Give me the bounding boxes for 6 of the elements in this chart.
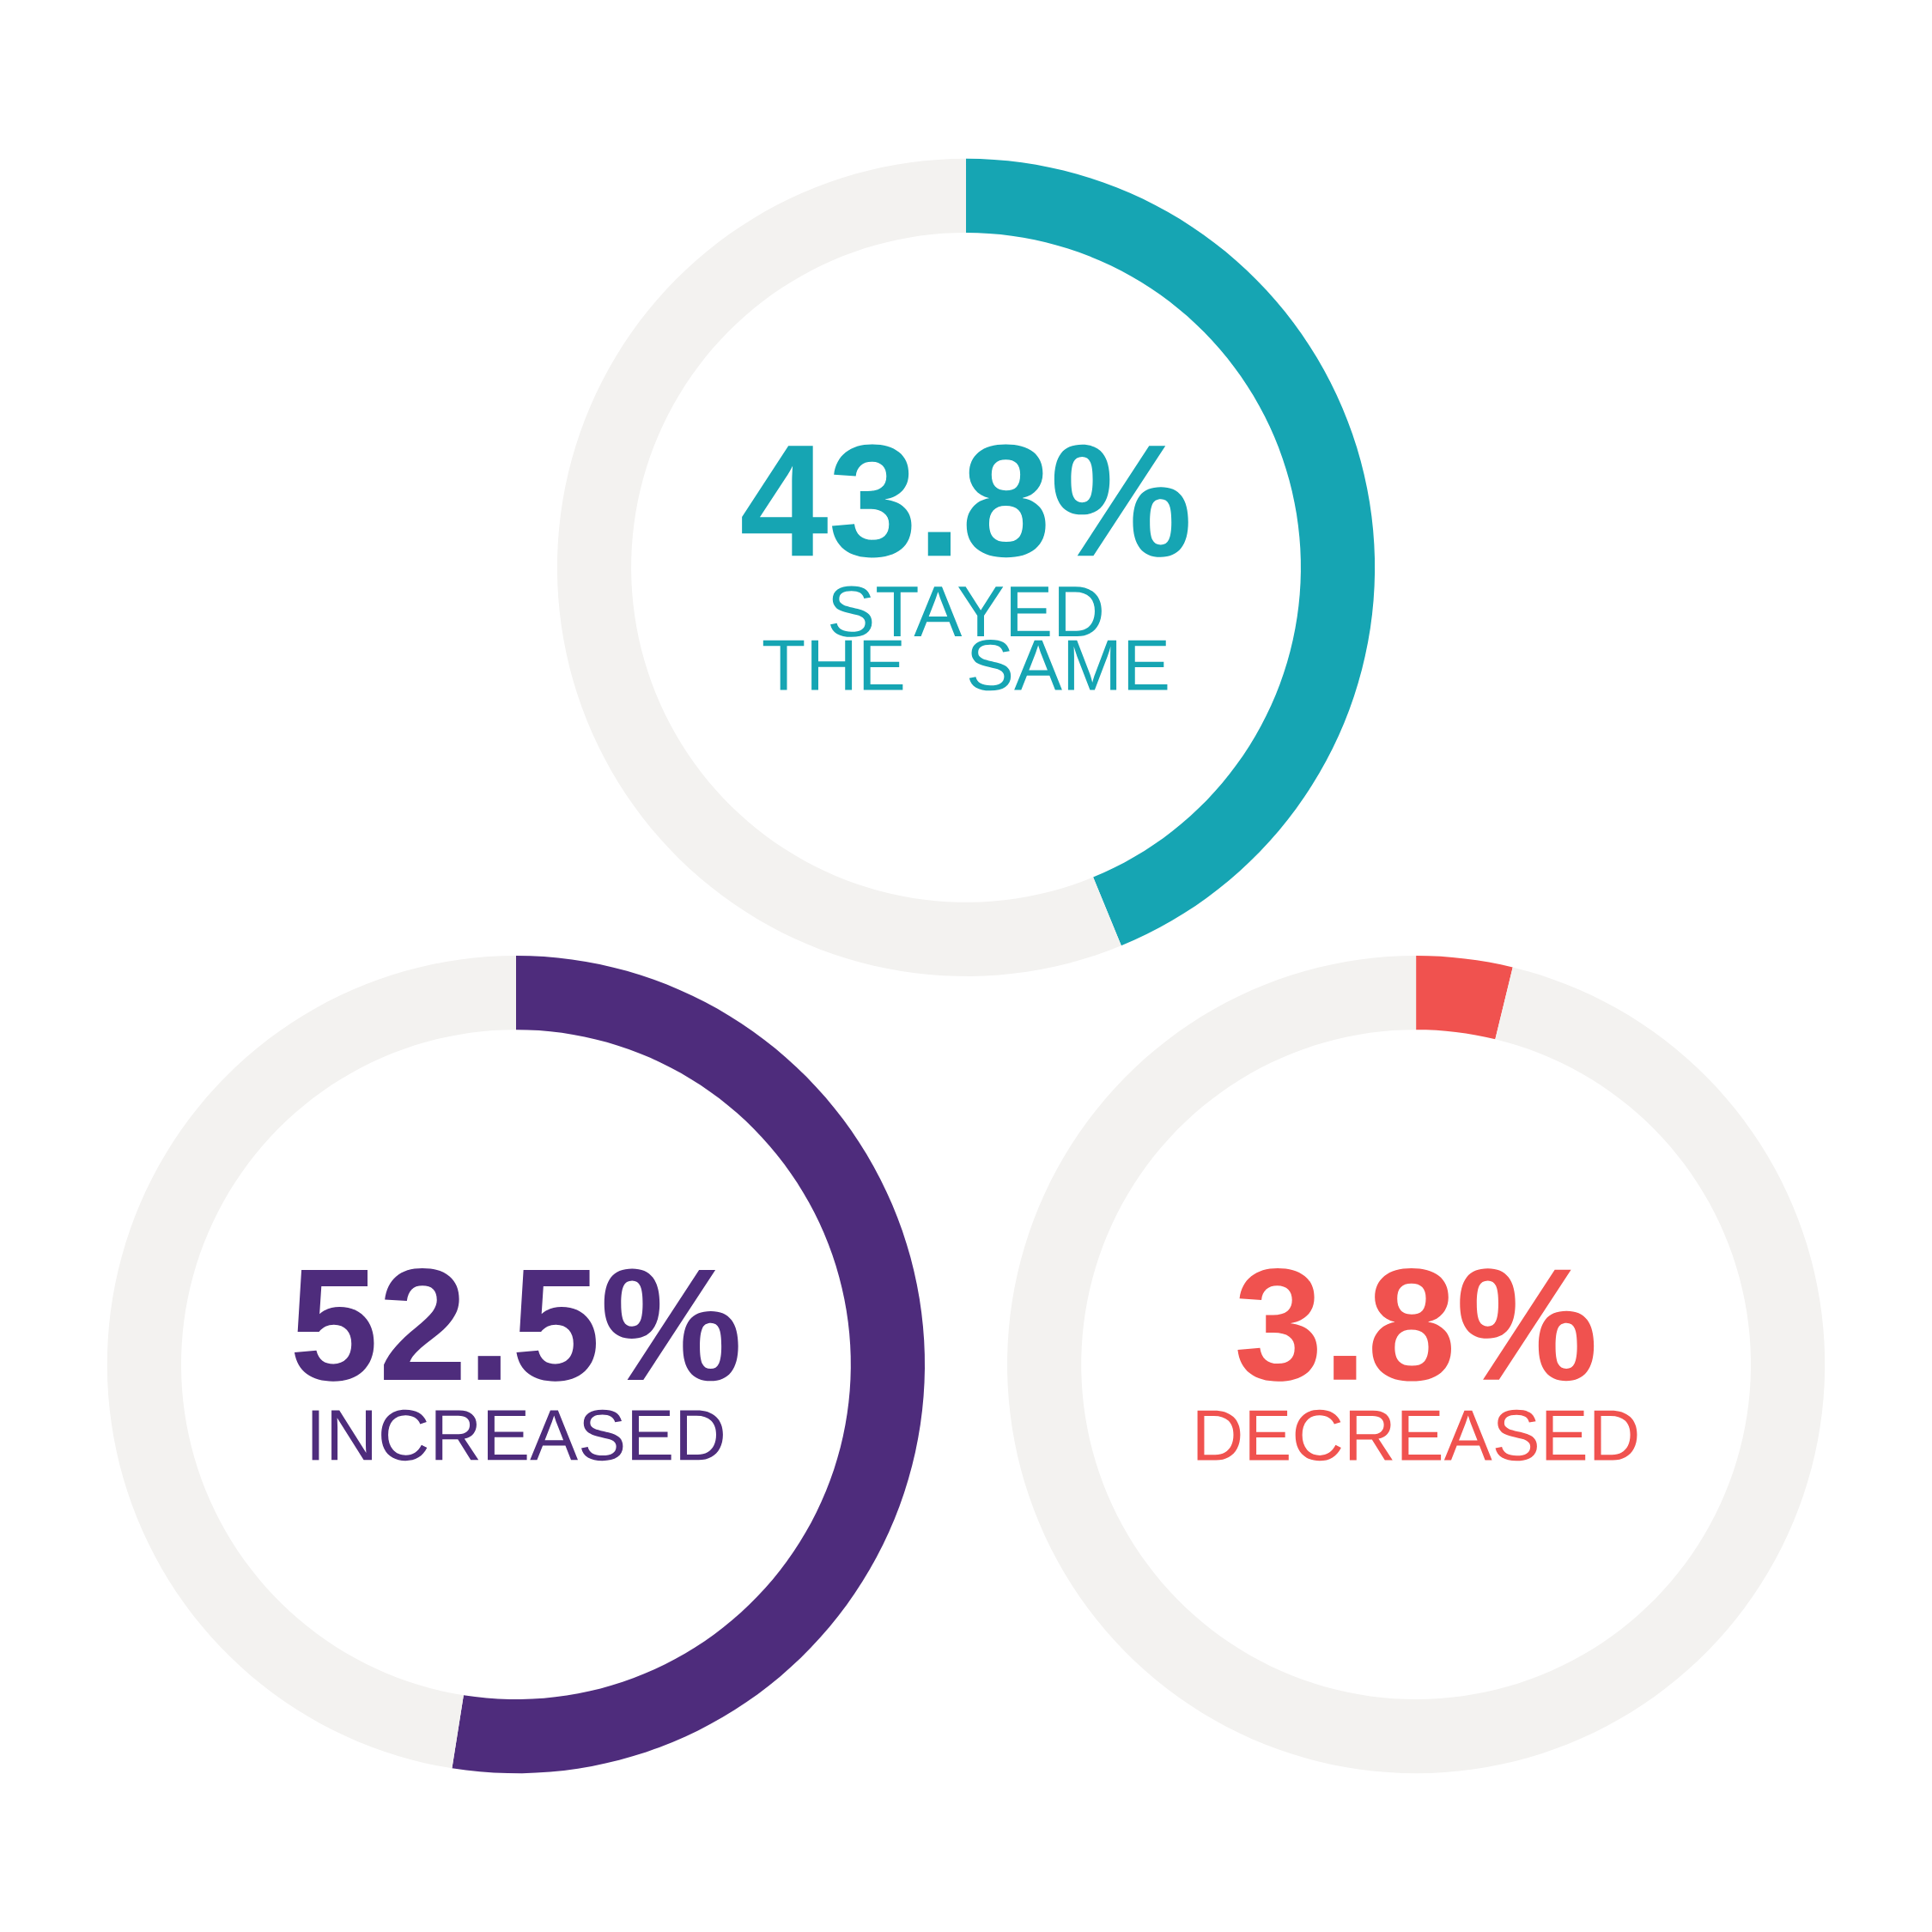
slice-label: STAYED THE SAME bbox=[762, 586, 1168, 691]
slice-label: DECREASED bbox=[1197, 1409, 1637, 1461]
slice-label: INCREASED bbox=[312, 1409, 723, 1461]
data-label: 43.8% bbox=[742, 444, 1188, 558]
data-label: 3.8% bbox=[1237, 1267, 1595, 1382]
data-label: 52.5% bbox=[294, 1268, 738, 1382]
